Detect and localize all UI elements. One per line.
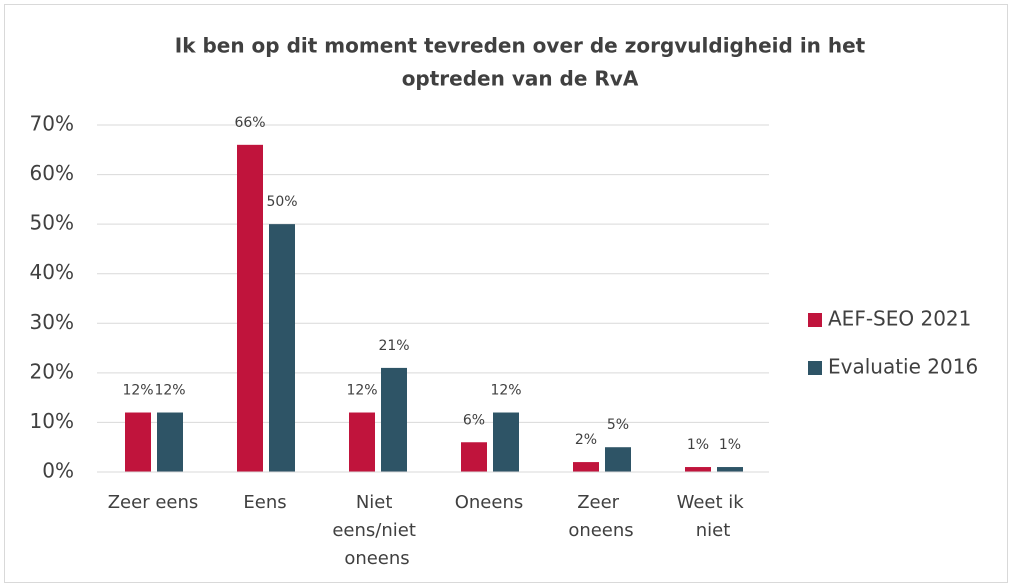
bar — [605, 447, 631, 472]
x-tick-label: Weet ik niet — [677, 492, 750, 541]
bar — [493, 412, 519, 472]
legend-swatch — [808, 361, 822, 375]
x-tick-label: Niet eens/niet oneens — [332, 492, 421, 569]
x-tick-label: Oneens — [455, 492, 524, 513]
bar — [685, 467, 711, 472]
x-tick-label: Zeer eens — [108, 492, 199, 513]
bar — [573, 462, 599, 472]
bar — [349, 412, 375, 472]
bar — [381, 367, 407, 472]
legend-label: Evaluatie 2016 — [828, 355, 978, 379]
bar — [125, 412, 151, 472]
y-tick-label: 40% — [30, 260, 74, 284]
bar — [237, 144, 263, 473]
data-label: 2% — [575, 432, 597, 448]
chart-title: optreden van de RvA — [402, 67, 639, 91]
bar — [269, 224, 295, 472]
data-label: 12% — [154, 383, 185, 399]
bar — [717, 467, 743, 472]
data-label: 1% — [687, 437, 709, 453]
legend-swatch — [808, 313, 822, 327]
legend-label: AEF-SEO 2021 — [828, 307, 971, 331]
y-tick-label: 50% — [30, 211, 74, 235]
x-tick-label: Eens — [243, 492, 286, 513]
data-label: 12% — [122, 383, 153, 399]
data-label: 21% — [378, 338, 409, 354]
y-tick-label: 30% — [30, 310, 74, 334]
bar — [461, 442, 487, 472]
data-label: 5% — [607, 417, 629, 433]
data-label: 12% — [490, 383, 521, 399]
x-tick-label: Zeer oneens — [568, 492, 633, 541]
data-label: 6% — [463, 412, 485, 428]
y-tick-label: 60% — [30, 161, 74, 185]
data-label: 12% — [346, 383, 377, 399]
data-label: 1% — [719, 437, 741, 453]
chart-frame — [4, 4, 1008, 583]
data-label: 66% — [234, 115, 265, 131]
chart-title: Ik ben op dit moment tevreden over de zo… — [175, 34, 866, 58]
y-tick-label: 20% — [30, 359, 74, 383]
y-tick-label: 10% — [30, 409, 74, 433]
bar — [157, 412, 183, 472]
y-tick-label: 70% — [30, 112, 74, 136]
y-tick-label: 0% — [42, 459, 74, 483]
data-label: 50% — [266, 194, 297, 210]
